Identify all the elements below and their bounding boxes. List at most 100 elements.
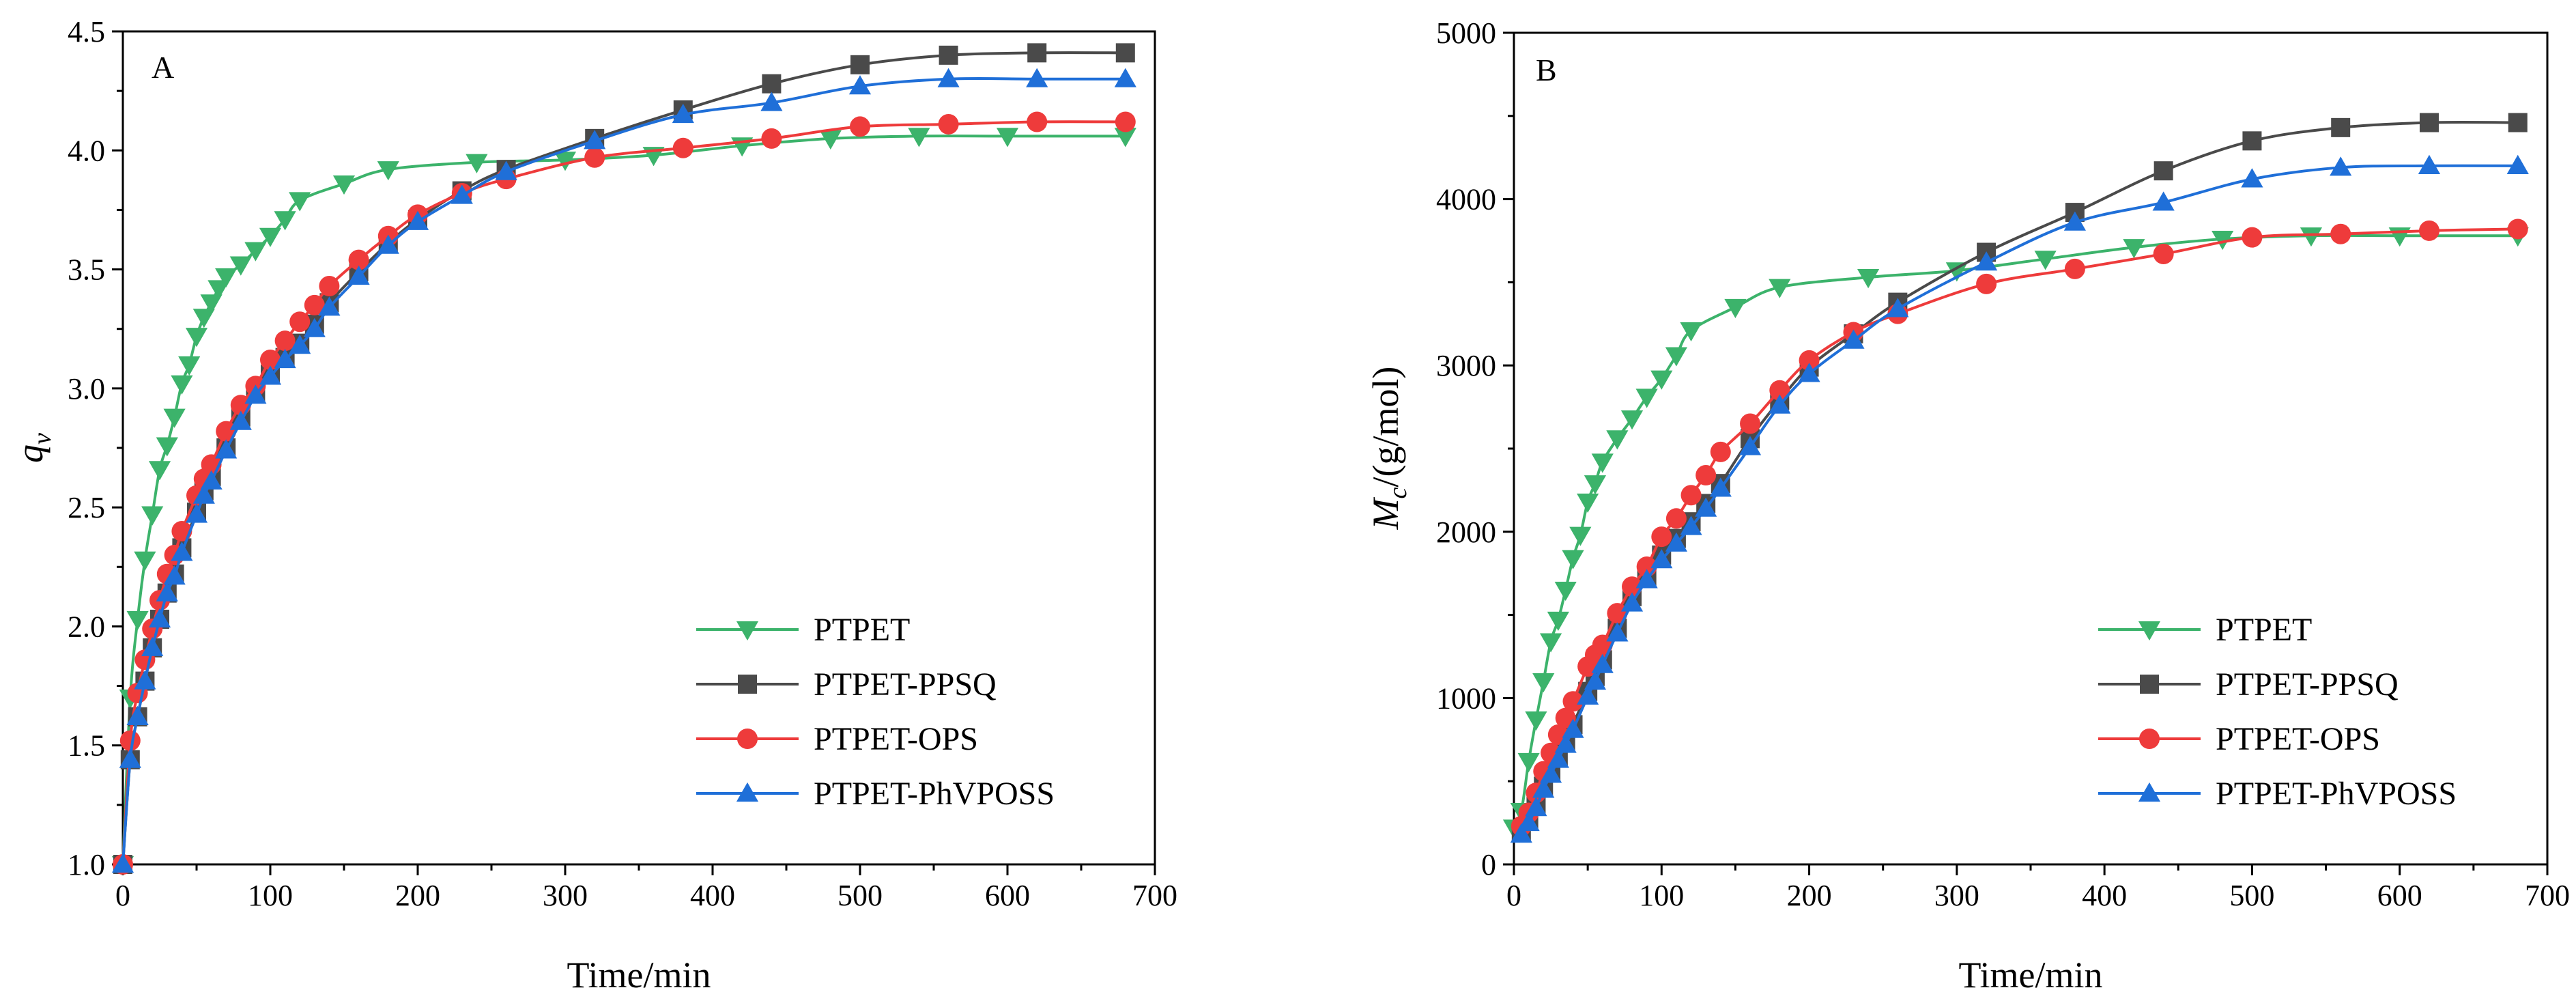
data-point <box>259 365 282 385</box>
y-tick-label: 1.5 <box>68 729 105 763</box>
x-tick-label: 100 <box>248 879 293 912</box>
data-point <box>347 265 370 285</box>
data-point <box>1665 508 1687 529</box>
data-point <box>2153 243 2174 264</box>
data-point <box>2034 251 2057 270</box>
data-point <box>207 280 230 300</box>
data-point <box>156 437 178 457</box>
data-point <box>1539 633 1562 653</box>
data-point <box>1562 550 1584 569</box>
y-tick-label: 4.0 <box>68 134 105 167</box>
x-tick-label: 700 <box>1132 879 1177 912</box>
panel-label: A <box>152 50 174 85</box>
data-point <box>2153 161 2173 181</box>
legend-label: PTPET-PPSQ <box>814 666 997 703</box>
data-point <box>1695 497 1717 517</box>
data-point <box>938 113 959 135</box>
data-point <box>1857 269 1880 289</box>
data-point <box>2330 223 2351 244</box>
series-ptpet-ppsq <box>113 43 1135 874</box>
data-point <box>1620 592 1644 612</box>
legend-item-ptpet-ops: PTPET-OPS <box>696 721 978 757</box>
data-point <box>119 730 141 751</box>
legend-item-ptpet-ppsq: PTPET-PPSQ <box>696 666 997 703</box>
data-point <box>148 608 171 628</box>
data-point <box>192 309 215 328</box>
y-tick-label: 4000 <box>1436 183 1496 216</box>
data-point <box>1026 68 1048 87</box>
data-point <box>1554 733 1577 753</box>
data-point <box>1510 823 1532 843</box>
data-point <box>850 116 870 137</box>
data-point <box>1799 350 1820 371</box>
data-point <box>996 128 1019 147</box>
legend: PTPET PTPET-PPSQ PTPET-OPS PTPET-PhVPOSS <box>2098 612 2457 812</box>
data-point <box>1651 526 1672 548</box>
data-point <box>1562 691 1584 712</box>
x-tick-label: 0 <box>1506 879 1521 912</box>
legend-item-ptpet-ops: PTPET-OPS <box>2098 721 2380 757</box>
legend-marker <box>2138 782 2161 802</box>
data-point <box>1695 464 1717 485</box>
data-point <box>2300 227 2323 247</box>
data-point <box>1635 389 1658 408</box>
data-point <box>2418 154 2441 174</box>
x-ticks: 0 100 200 300 400 500 600 700 <box>115 864 1177 912</box>
legend-label: PTPET-PPSQ <box>2216 666 2399 703</box>
data-point <box>111 853 134 873</box>
data-point <box>1591 453 1614 473</box>
data-point <box>1584 670 1607 690</box>
x-tick-label: 700 <box>2525 879 2570 912</box>
y-tick-label: 2000 <box>1436 515 1496 549</box>
data-point <box>274 330 296 352</box>
series-ptpet-ops <box>113 111 1136 875</box>
y-tick-label: 3.0 <box>68 372 105 406</box>
data-point <box>1562 718 1584 738</box>
data-point <box>1620 410 1644 430</box>
data-point <box>141 636 164 656</box>
data-point <box>554 152 577 171</box>
data-point <box>466 154 488 173</box>
data-point <box>1547 748 1569 768</box>
legend-item-ptpet: PTPET <box>2098 612 2312 648</box>
data-point <box>1114 128 1136 147</box>
y-axis-title-main: q <box>10 444 51 463</box>
data-point <box>126 705 149 725</box>
x-ticks: 0 100 200 300 400 500 600 700 <box>1506 864 2570 912</box>
series-layer <box>111 43 1136 876</box>
data-point <box>303 317 326 337</box>
data-point <box>318 296 341 316</box>
legend-label: PTPET <box>814 612 910 648</box>
data-point <box>1650 370 1673 390</box>
x-tick-label: 0 <box>115 879 130 912</box>
y-ticks: 1.0 1.5 2.0 2.5 3.0 3.5 4.0 4.5 <box>68 15 123 881</box>
data-point <box>289 311 311 333</box>
legend-item-ptpet-phvposs: PTPET-PhVPOSS <box>2098 776 2457 812</box>
data-point <box>1769 394 1791 414</box>
data-point <box>1517 752 1540 773</box>
legend-item-ptpet-phvposs: PTPET-PhVPOSS <box>696 776 1055 812</box>
legend-marker <box>736 782 759 802</box>
data-point <box>2242 131 2262 151</box>
y-axis-title-suffix: /(g/mol) <box>1365 367 1406 488</box>
data-point <box>215 268 238 288</box>
y-tick-label: 1.0 <box>68 848 105 881</box>
data-point <box>908 128 930 147</box>
y-axis-title-main: M <box>1365 496 1406 530</box>
data-point <box>1115 43 1135 63</box>
data-point <box>1680 322 1702 342</box>
series-ptpet-phvposs <box>111 68 1136 873</box>
data-point <box>134 670 156 690</box>
series-layer <box>1502 113 2529 843</box>
x-tick-label: 400 <box>690 879 735 912</box>
data-point <box>1887 298 1909 317</box>
data-point <box>2331 117 2351 137</box>
x-tick-label: 600 <box>985 879 1030 912</box>
legend-label: PTPET-OPS <box>814 721 978 757</box>
x-tick-label: 500 <box>838 879 883 912</box>
data-point <box>2330 156 2352 176</box>
data-point <box>200 470 223 490</box>
panel-b: 0 100 200 300 400 500 600 700 0 1000 2000 3000 4000… <box>1365 16 2570 995</box>
data-point <box>1027 111 1048 132</box>
